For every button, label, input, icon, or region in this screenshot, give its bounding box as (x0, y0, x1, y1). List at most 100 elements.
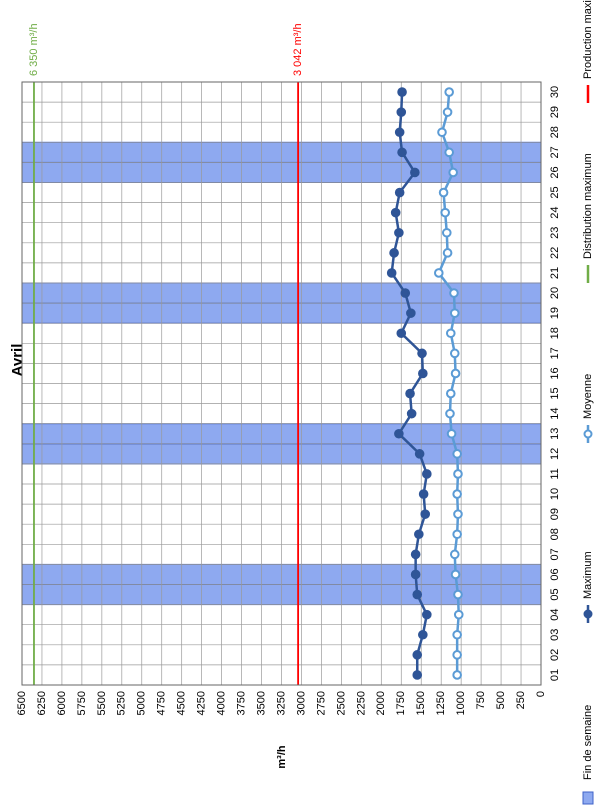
x-tick-label: 25 (549, 186, 561, 198)
y-tick-label: 250 (515, 691, 527, 709)
point (405, 388, 415, 399)
legend-label: Distribution maximum (582, 153, 594, 259)
y-tick-label: 500 (495, 691, 507, 709)
reference-label: 3 042 m³/h (292, 23, 304, 76)
x-tick-label: 04 (549, 609, 561, 621)
point (453, 609, 464, 620)
plot-frame (21, 81, 542, 686)
y-tick-label: 2750 (315, 691, 327, 715)
point (390, 207, 401, 218)
x-tick-label: 08 (549, 528, 561, 540)
point (452, 489, 462, 499)
y-tick-label: 5250 (116, 691, 128, 715)
point (453, 589, 463, 600)
point (452, 529, 462, 540)
legend-label: Maximum (582, 551, 594, 599)
y-tick-label: 0 (535, 691, 547, 697)
y-tick-label: 1750 (395, 691, 407, 715)
point (441, 227, 452, 238)
point (452, 650, 462, 660)
point (418, 489, 429, 499)
y-tick-label: 4250 (196, 691, 208, 715)
x-tick-label: 30 (549, 86, 561, 98)
point (410, 569, 421, 580)
point (449, 308, 460, 318)
point (412, 650, 423, 660)
x-tick-label: 20 (549, 287, 561, 299)
x-tick-label: 26 (549, 166, 561, 178)
point (445, 388, 456, 399)
point (406, 308, 416, 318)
point (397, 147, 407, 158)
point (440, 207, 450, 218)
y-tick-label: 5000 (136, 691, 148, 715)
y-tick-label: 6500 (16, 691, 28, 715)
y-tick-label: 4500 (176, 691, 188, 715)
y-tick-label: 6000 (56, 691, 68, 715)
point (418, 368, 428, 379)
x-tick-label: 24 (549, 207, 561, 219)
point (449, 288, 459, 298)
point (453, 509, 463, 519)
point (394, 127, 405, 138)
legend-label: Moyenne (582, 374, 594, 419)
point (394, 227, 404, 238)
y-tick-label: 5750 (76, 691, 88, 715)
point (450, 368, 461, 379)
point (414, 529, 424, 540)
point (442, 107, 453, 117)
x-tick-label: 05 (549, 588, 561, 600)
point (389, 248, 399, 258)
y-tick-label: 2250 (355, 691, 367, 715)
y-tick-label: 5500 (96, 691, 108, 715)
x-tick-label: 06 (549, 568, 561, 580)
point (444, 147, 454, 158)
point (412, 589, 423, 600)
point (414, 449, 425, 459)
chart-title: Avril (9, 344, 26, 377)
point (422, 609, 432, 620)
y-tick-label: 4750 (156, 691, 168, 715)
point (412, 670, 423, 680)
point (452, 670, 462, 680)
y-tick-label: 2500 (335, 691, 347, 715)
point (394, 187, 405, 198)
x-tick-label: 28 (549, 126, 561, 138)
x-tick-label: 03 (549, 629, 561, 641)
x-tick-label: 27 (549, 146, 561, 158)
y-tick-label: 2000 (375, 691, 387, 715)
y-tick-label: 3750 (235, 691, 247, 715)
y-tick-label: 3000 (295, 691, 307, 715)
x-tick-label: 19 (549, 307, 561, 319)
x-tick-label: 12 (549, 448, 561, 460)
point (418, 629, 428, 640)
point (410, 549, 421, 560)
point (444, 87, 454, 97)
reference-label: 6 350 m³/h (28, 23, 40, 76)
point (438, 187, 449, 198)
point (396, 328, 407, 339)
legend-label: Fin de semaine (582, 705, 594, 780)
x-tick-label: 11 (549, 468, 561, 479)
point (394, 428, 404, 439)
x-tick-label: 18 (549, 327, 561, 339)
y-tick-label: 1250 (435, 691, 447, 715)
x-tick-label: 29 (549, 106, 561, 118)
point (452, 629, 462, 640)
y-tick-label: 1500 (415, 691, 427, 715)
point (445, 408, 455, 419)
point (450, 569, 461, 580)
x-tick-label: 09 (549, 508, 561, 520)
point (433, 268, 444, 278)
y-tick-label: 4000 (216, 691, 228, 715)
x-tick-label: 22 (549, 247, 561, 259)
x-tick-label: 02 (549, 649, 561, 661)
y-tick-label: 3250 (275, 691, 287, 715)
x-tick-label: 16 (549, 367, 561, 379)
point (386, 268, 397, 278)
axis-label: m³/h (276, 745, 288, 769)
point (445, 328, 456, 339)
x-tick-label: 07 (549, 548, 561, 560)
point (449, 549, 460, 560)
x-tick-label: 01 (549, 669, 561, 681)
